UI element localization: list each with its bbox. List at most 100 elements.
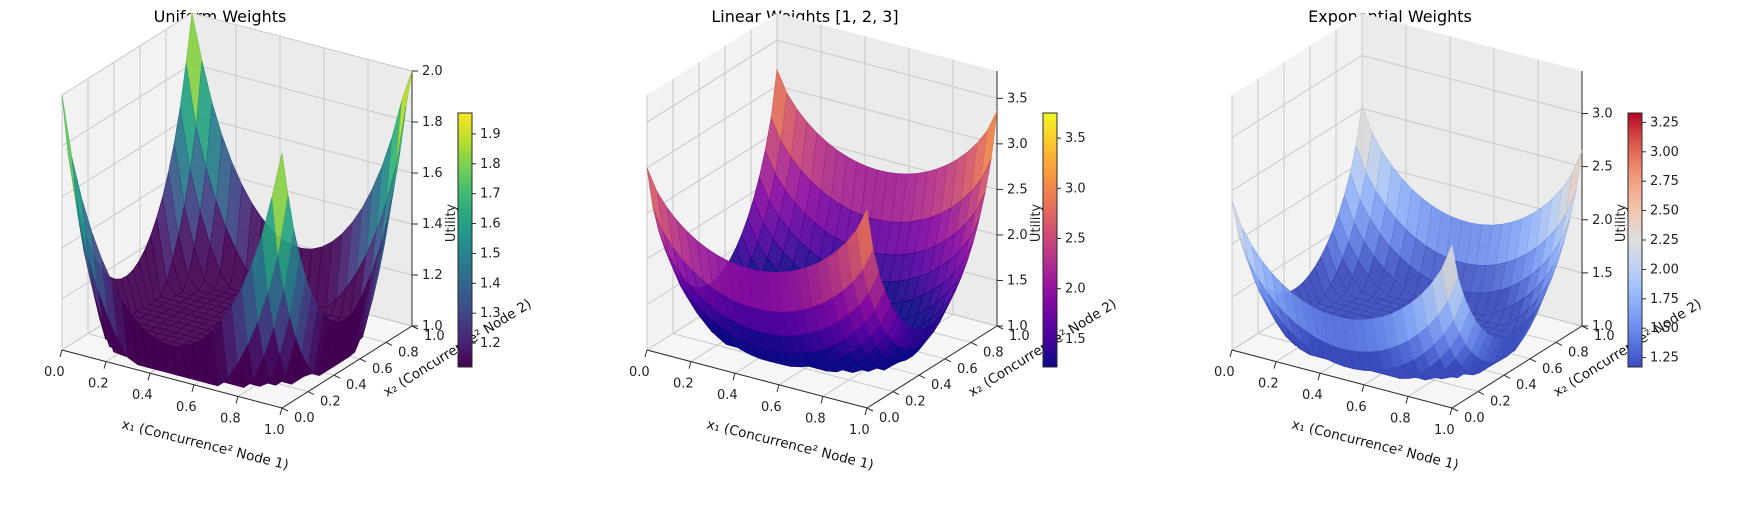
y-tick-label: 1.0 (1009, 329, 1030, 344)
y-tick-label: 0.4 (1516, 378, 1537, 393)
x-tick-label: 0.4 (132, 388, 153, 403)
y-tick-label: 1.0 (424, 329, 445, 344)
y-tick-label: 0.6 (1542, 362, 1563, 377)
z-tick-label: 3.5 (1007, 91, 1028, 106)
x-tick-label: 0.6 (176, 400, 197, 415)
y-tick-labels: 0.0 0.2 0.4 0.6 0.8 1.0 (281, 325, 445, 426)
x-tick-label: 0.2 (673, 377, 694, 392)
colorbar-tick-label: 1.25 (1650, 351, 1679, 366)
x-tick-label: 0.0 (44, 365, 65, 380)
y-tick-labels: 0.0 0.2 0.4 0.6 0.8 1.0 (1451, 325, 1615, 426)
x-tick-label: 0.6 (1346, 400, 1367, 415)
x-tick-label: 0.4 (1302, 388, 1323, 403)
utility-surface (1231, 104, 1583, 381)
x-tick-label: 0.2 (1258, 377, 1279, 392)
colorbar-label: Utility (1029, 204, 1044, 243)
colorbar-gradient (457, 112, 473, 368)
subplot-exponential-weights: Exponential Weights 0.0 0.2 0.4 0.6 0.8 1.0 x₁ … (1170, 0, 1755, 517)
z-tick-label: 2.5 (1007, 182, 1028, 197)
z-tick-labels: 1.0 1.5 2.0 2.5 3.0 (1582, 107, 1613, 334)
colorbar-tick-label: 1.3 (480, 306, 501, 321)
utility-surface (61, 12, 413, 388)
z-tick-label: 2.0 (422, 64, 443, 79)
colorbar-tick-label: 1.7 (480, 187, 501, 202)
y-tick-label: 1.0 (1594, 329, 1615, 344)
y-tick-label: 0.0 (1464, 411, 1485, 426)
x-tick-label: 1.0 (1434, 423, 1455, 438)
x-tick-labels: 0.0 0.2 0.4 0.6 0.8 1.0 (1214, 349, 1455, 438)
x-tick-label: 1.0 (264, 423, 285, 438)
y-tick-label: 0.8 (983, 345, 1004, 360)
x-tick-labels: 0.0 0.2 0.4 0.6 0.8 1.0 (44, 349, 285, 438)
z-tick-label: 1.5 (1007, 273, 1028, 288)
z-tick-label: 1.0 (1592, 319, 1613, 334)
colorbar-gradient (1627, 112, 1643, 368)
y-tick-label: 0.2 (905, 395, 926, 410)
colorbar-label: Utility (444, 204, 459, 243)
y-tick-label: 0.2 (320, 395, 341, 410)
colorbar: 1.5 2.0 2.5 3.0 3.5 Utility (1029, 112, 1086, 368)
subplot-linear-weights: Linear Weights [1, 2, 3] 0.0 0.2 0.4 0.6 0.8 1… (585, 0, 1170, 517)
colorbar-tick-label: 1.50 (1650, 321, 1679, 336)
colorbar-tick-label: 3.5 (1065, 131, 1086, 146)
utility-surface (646, 68, 998, 373)
x-tick-label: 0.0 (629, 365, 650, 380)
y-tick-label: 0.8 (1568, 345, 1589, 360)
colorbar: 1.25 1.50 1.75 2.00 2.25 2.50 2.75 3.00 3.25 Util… (1614, 112, 1679, 368)
colorbar-tick-label: 2.0 (1065, 282, 1086, 297)
z-tick-label: 2.0 (1007, 228, 1028, 243)
colorbar-tick-label: 1.5 (1065, 332, 1086, 347)
z-tick-label: 1.4 (422, 217, 443, 232)
colorbar-tick-label: 3.0 (1065, 181, 1086, 196)
z-tick-label: 1.5 (1592, 266, 1613, 281)
colorbar-tick-label: 1.6 (480, 217, 501, 232)
x-tick-label: 1.0 (849, 423, 870, 438)
surface-patch (856, 208, 874, 270)
y-tick-label: 0.4 (346, 378, 367, 393)
colorbar-gradient (1042, 112, 1058, 368)
y-tick-label: 0.0 (879, 411, 900, 426)
surface-plot-exponential: Exponential Weights0.00.20.40.60.81.0x₁ … (1214, 7, 1704, 473)
z-tick-label: 1.0 (1007, 319, 1028, 334)
subplot-uniform-weights: Uniform Weights 0.0 0.2 0.4 0.6 0.8 1.0 x₁ (Con… (0, 0, 585, 517)
colorbar-tick-label: 1.9 (480, 127, 501, 142)
colorbar-tick-label: 1.2 (480, 336, 501, 351)
z-tick-label: 1.6 (422, 166, 443, 181)
colorbar-tick-label: 2.25 (1650, 233, 1679, 248)
z-tick-labels: 1.0 1.2 1.4 1.6 1.8 2.0 (412, 64, 443, 334)
colorbar-tick-label: 1.75 (1650, 292, 1679, 307)
z-tick-label: 1.2 (422, 268, 443, 283)
x-tick-label: 0.8 (1390, 411, 1411, 426)
z-tick-label: 3.0 (1592, 107, 1613, 122)
colorbar-tick-label: 3.25 (1650, 115, 1679, 130)
surface-patch (1441, 243, 1459, 302)
y-tick-labels: 0.0 0.2 0.4 0.6 0.8 1.0 (866, 325, 1030, 426)
colorbar: 1.2 1.3 1.4 1.5 1.6 1.7 1.8 1.9 Utility (444, 112, 501, 368)
colorbar-tick-label: 1.8 (480, 157, 501, 172)
z-tick-labels: 1.0 1.5 2.0 2.5 3.0 3.5 (997, 91, 1028, 334)
colorbar-tick-label: 1.5 (480, 246, 501, 261)
colorbar-tick-label: 2.00 (1650, 262, 1679, 277)
y-tick-label: 0.4 (931, 378, 952, 393)
x-tick-label: 0.8 (220, 411, 241, 426)
z-tick-label: 1.0 (422, 319, 443, 334)
colorbar-tick-label: 2.50 (1650, 204, 1679, 219)
x-tick-label: 0.0 (1214, 365, 1235, 380)
z-tick-label: 2.5 (1592, 160, 1613, 175)
colorbar-tick-label: 3.00 (1650, 145, 1679, 160)
x-tick-label: 0.8 (805, 411, 826, 426)
plot-title: Linear Weights [1, 2, 3] (711, 7, 898, 26)
x-tick-label: 0.4 (717, 388, 738, 403)
z-tick-label: 1.8 (422, 115, 443, 130)
z-tick-label: 2.0 (1592, 213, 1613, 228)
x-tick-labels: 0.0 0.2 0.4 0.6 0.8 1.0 (629, 349, 870, 438)
colorbar-tick-label: 2.75 (1650, 174, 1679, 189)
colorbar-tick-label: 2.5 (1065, 231, 1086, 246)
y-tick-label: 0.2 (1490, 395, 1511, 410)
colorbar-tick-label: 1.4 (480, 276, 501, 291)
y-tick-label: 0.0 (294, 411, 315, 426)
x-tick-label: 0.2 (88, 377, 109, 392)
surface-patch (271, 152, 289, 254)
